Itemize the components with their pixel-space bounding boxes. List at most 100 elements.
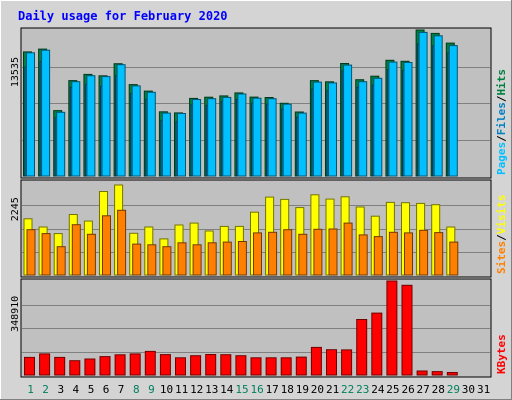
panel-visits-legend: Sites/Visits <box>495 195 508 275</box>
bar-kbytes-kbytes-day-10 <box>159 354 171 376</box>
bar-visits-sites-day-29 <box>449 241 459 276</box>
day-label-1: 1 <box>27 383 34 396</box>
bar-kbytes-kbytes-day-6 <box>99 356 111 376</box>
bar-hits-pages-day-3 <box>56 111 66 177</box>
bar-kbytes-kbytes-day-2 <box>39 353 51 376</box>
day-label-13: 13 <box>205 383 218 396</box>
day-label-7: 7 <box>118 383 125 396</box>
bar-hits-pages-day-5 <box>86 75 96 177</box>
day-label-12: 12 <box>190 383 203 396</box>
bar-visits-sites-day-5 <box>86 233 96 276</box>
bar-kbytes-kbytes-day-3 <box>54 356 66 376</box>
bar-visits-sites-day-6 <box>102 215 111 276</box>
bar-visits-sites-day-11 <box>177 242 187 276</box>
day-label-29: 29 <box>447 383 460 396</box>
day-label-9: 9 <box>148 383 155 396</box>
day-label-3: 3 <box>57 383 64 396</box>
panel-hits-legend-item-3: / <box>495 95 508 102</box>
bar-visits-sites-day-19 <box>298 233 308 276</box>
day-label-4: 4 <box>72 383 79 396</box>
bar-kbytes-kbytes-day-23 <box>356 319 368 376</box>
bar-hits-pages-day-19 <box>297 112 307 177</box>
day-label-18: 18 <box>281 383 294 396</box>
day-label-20: 20 <box>311 383 324 396</box>
bar-kbytes-kbytes-day-16 <box>250 357 262 376</box>
panel-kbytes-legend: KBytes <box>495 334 508 374</box>
bar-hits-pages-day-12 <box>192 99 202 177</box>
bar-kbytes-kbytes-day-5 <box>84 358 96 376</box>
bar-visits-sites-day-26 <box>404 232 413 276</box>
bar-hits-pages-day-4 <box>71 81 81 177</box>
bar-visits-sites-day-23 <box>358 234 368 276</box>
bar-hits-pages-day-22 <box>343 64 353 177</box>
day-label-28: 28 <box>432 383 445 396</box>
day-label-16: 16 <box>250 383 263 396</box>
bar-visits-sites-day-8 <box>132 243 142 276</box>
day-label-6: 6 <box>103 383 110 396</box>
day-label-30: 30 <box>462 383 475 396</box>
panel-hits-legend-item-2: Files <box>495 102 508 135</box>
panel-hits-legend-item-1: / <box>495 135 508 142</box>
bar-visits-sites-day-4 <box>71 224 81 276</box>
bar-kbytes-kbytes-day-1 <box>24 356 35 376</box>
panel-visits-legend-item-2: Visits <box>495 195 508 235</box>
bar-hits-pages-day-29 <box>448 45 458 177</box>
bar-kbytes-kbytes-day-14 <box>220 354 232 376</box>
panel-hits-legend-item-0: Pages <box>495 142 508 175</box>
bar-hits-pages-day-23 <box>358 81 368 177</box>
panel-kbytes-tick-label: 348910 <box>10 296 21 332</box>
bar-visits-sites-day-24 <box>373 236 383 276</box>
day-label-22: 22 <box>341 383 354 396</box>
bar-kbytes-kbytes-day-25 <box>386 280 398 376</box>
panel-visits: 2245 Sites/Visits <box>10 179 508 278</box>
bar-visits-sites-day-10 <box>162 246 172 276</box>
bar-kbytes-kbytes-day-17 <box>265 357 277 376</box>
bar-hits-pages-day-6 <box>101 76 111 177</box>
bar-hits-pages-day-15 <box>237 93 247 177</box>
bar-kbytes-kbytes-day-7 <box>114 354 126 376</box>
bar-kbytes-kbytes-day-22 <box>341 349 353 376</box>
bar-hits-pages-day-26 <box>403 62 413 177</box>
bar-kbytes-kbytes-day-15 <box>235 355 247 376</box>
bar-visits-sites-day-3 <box>56 246 66 276</box>
day-label-31: 31 <box>477 383 490 396</box>
panel-visits-tick-label: 2245 <box>10 197 21 221</box>
panel-hits-legend-item-4: Hits <box>495 69 508 96</box>
bar-hits-pages-day-9 <box>146 91 156 177</box>
bar-kbytes-kbytes-day-13 <box>205 354 217 376</box>
bar-visits-sites-day-15 <box>237 241 247 276</box>
bar-visits-sites-day-27 <box>419 229 429 276</box>
bar-visits-sites-day-22 <box>343 222 353 276</box>
bar-hits-pages-day-1 <box>26 52 35 177</box>
day-label-14: 14 <box>220 383 234 396</box>
day-label-26: 26 <box>401 383 414 396</box>
bar-hits-pages-day-27 <box>418 31 428 177</box>
bar-hits-pages-day-17 <box>267 98 277 177</box>
bar-visits-sites-day-18 <box>283 229 293 276</box>
bar-kbytes-kbytes-day-27 <box>416 370 428 376</box>
bar-hits-pages-day-13 <box>207 98 217 177</box>
bar-visits-sites-day-14 <box>222 241 232 276</box>
panel-kbytes: 348910 KBytes <box>10 278 508 378</box>
bar-visits-sites-day-12 <box>192 244 202 276</box>
bar-kbytes-kbytes-day-20 <box>310 346 322 376</box>
day-label-15: 15 <box>235 383 248 396</box>
bar-hits-pages-day-2 <box>41 49 51 177</box>
chart-title: Daily usage for February 2020 <box>18 9 228 23</box>
bar-kbytes-kbytes-day-28 <box>431 371 443 376</box>
panel-visits-legend-item-0: Sites <box>495 241 508 274</box>
bar-kbytes-kbytes-day-26 <box>401 284 413 376</box>
day-label-23: 23 <box>356 383 369 396</box>
day-labels: 1 2 3 4 5 6 7 8 9 10 11 12 13 14 15 16 17 18 19 20 21 22 23 24 2… <box>27 383 490 396</box>
panel-hits-legend: Pages/Files/Hits <box>495 69 508 175</box>
bar-visits-sites-day-28 <box>434 232 444 276</box>
bar-hits-pages-day-14 <box>222 96 232 177</box>
bar-kbytes-kbytes-day-29 <box>446 372 458 376</box>
day-label-10: 10 <box>160 383 173 396</box>
panel-hits-tick-label: 13535 <box>10 57 21 87</box>
bar-visits-sites-day-21 <box>328 228 338 276</box>
bar-visits-sites-day-17 <box>268 231 278 276</box>
bar-hits-pages-day-18 <box>282 103 292 177</box>
